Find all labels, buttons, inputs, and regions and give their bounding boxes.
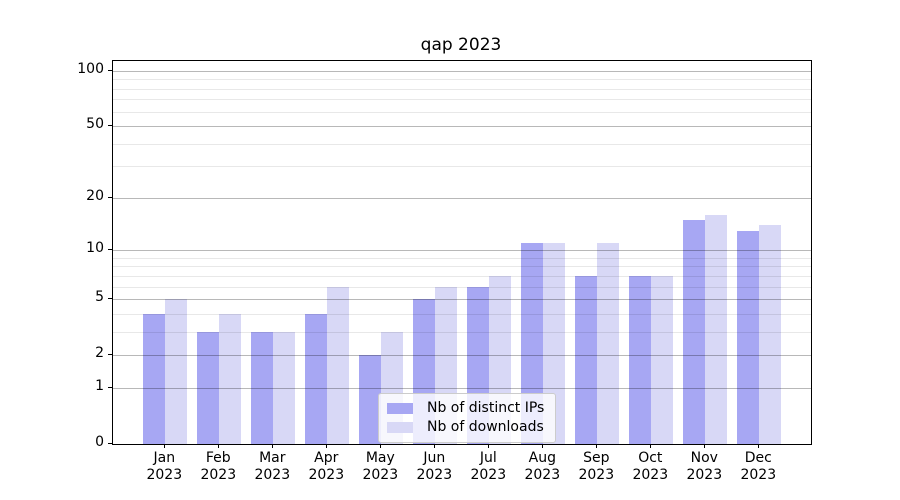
- gridline-major: [113, 197, 811, 199]
- y-tick-label: 5: [95, 289, 104, 306]
- y-tick-label: 10: [86, 240, 104, 257]
- bar: [273, 331, 296, 444]
- x-tick-label: Feb 2023: [200, 450, 237, 483]
- legend-label-distinct-ips: Nb of distinct IPs: [427, 400, 545, 416]
- gridline-major: [113, 387, 811, 389]
- y-tick-label: 2: [95, 345, 104, 362]
- y-tick-label: 100: [77, 60, 104, 77]
- bar: [359, 355, 382, 444]
- x-tick-mark: [218, 444, 220, 448]
- bar: [651, 275, 674, 444]
- bar: [597, 243, 620, 444]
- x-tick-mark: [704, 444, 706, 448]
- gridline-minor: [113, 331, 811, 333]
- y-tick-mark: [108, 443, 112, 444]
- bar: [683, 219, 706, 444]
- x-tick-label: Oct 2023: [632, 450, 669, 483]
- x-tick-label: Dec 2023: [740, 450, 777, 483]
- gridline-major: [113, 70, 811, 72]
- gridline-major: [113, 250, 811, 252]
- x-tick-label: Jan 2023: [146, 450, 183, 483]
- gridline-minor: [113, 275, 811, 277]
- bar: [575, 275, 598, 444]
- x-tick-mark: [326, 444, 328, 448]
- gridline-minor: [113, 313, 811, 315]
- gridline-minor: [113, 257, 811, 259]
- x-tick-label: Sep 2023: [578, 450, 615, 483]
- gridline-minor: [113, 166, 811, 168]
- gridline-minor: [113, 266, 811, 268]
- chart-title: qap 2023: [420, 35, 502, 55]
- gridline-major: [113, 126, 811, 128]
- y-tick-mark: [108, 386, 112, 388]
- x-tick-label: Nov 2023: [686, 450, 723, 483]
- y-tick-mark: [108, 125, 112, 127]
- x-tick-label: Mar 2023: [254, 450, 291, 483]
- legend-swatch-distinct-ips-icon: [387, 403, 413, 414]
- x-tick-mark: [164, 444, 166, 448]
- x-tick-mark: [758, 444, 760, 448]
- x-tick-label: Apr 2023: [308, 450, 345, 483]
- bar: [629, 275, 652, 444]
- legend-item-distinct-ips: Nb of distinct IPs: [387, 399, 547, 418]
- x-tick-label: Jul 2023: [470, 450, 507, 483]
- x-tick-label: Jun 2023: [416, 450, 453, 483]
- bar: [165, 299, 188, 444]
- bar: [251, 331, 274, 444]
- x-tick-mark: [488, 444, 490, 448]
- x-tick-mark: [542, 444, 544, 448]
- x-tick-label: May 2023: [362, 450, 399, 483]
- y-tick-label: 0: [95, 434, 104, 450]
- gridline-minor: [113, 88, 811, 90]
- bar: [737, 230, 760, 444]
- x-tick-mark: [272, 444, 274, 448]
- bar: [197, 331, 220, 444]
- y-tick-mark: [108, 196, 112, 198]
- legend: Nb of distinct IPs Nb of downloads: [378, 393, 556, 443]
- bar: [305, 313, 328, 444]
- y-tick-label: 50: [86, 116, 104, 133]
- gridline-minor: [113, 143, 811, 145]
- gridline-minor: [113, 286, 811, 288]
- gridline-minor: [113, 99, 811, 101]
- gridline-minor: [113, 79, 811, 81]
- gridline-minor: [113, 111, 811, 113]
- legend-swatch-downloads-icon: [387, 422, 413, 433]
- x-tick-mark: [650, 444, 652, 448]
- gridline-major: [113, 355, 811, 357]
- bar: [327, 286, 350, 444]
- x-tick-mark: [596, 444, 598, 448]
- plot-area: [112, 60, 812, 445]
- x-tick-mark: [434, 444, 436, 448]
- bar: [143, 313, 166, 444]
- bar: [759, 225, 782, 444]
- x-tick-mark: [380, 444, 382, 448]
- y-tick-label: 1: [95, 377, 104, 394]
- legend-label-downloads: Nb of downloads: [427, 419, 544, 435]
- gridline-major: [113, 299, 811, 301]
- bar: [219, 313, 242, 444]
- y-tick-mark: [108, 69, 112, 71]
- legend-item-downloads: Nb of downloads: [387, 418, 547, 437]
- x-tick-label: Aug 2023: [524, 450, 561, 483]
- y-tick-mark: [108, 249, 112, 251]
- bar: [705, 214, 728, 444]
- y-tick-mark: [108, 354, 112, 356]
- y-tick-label: 20: [86, 187, 104, 204]
- y-tick-mark: [108, 298, 112, 300]
